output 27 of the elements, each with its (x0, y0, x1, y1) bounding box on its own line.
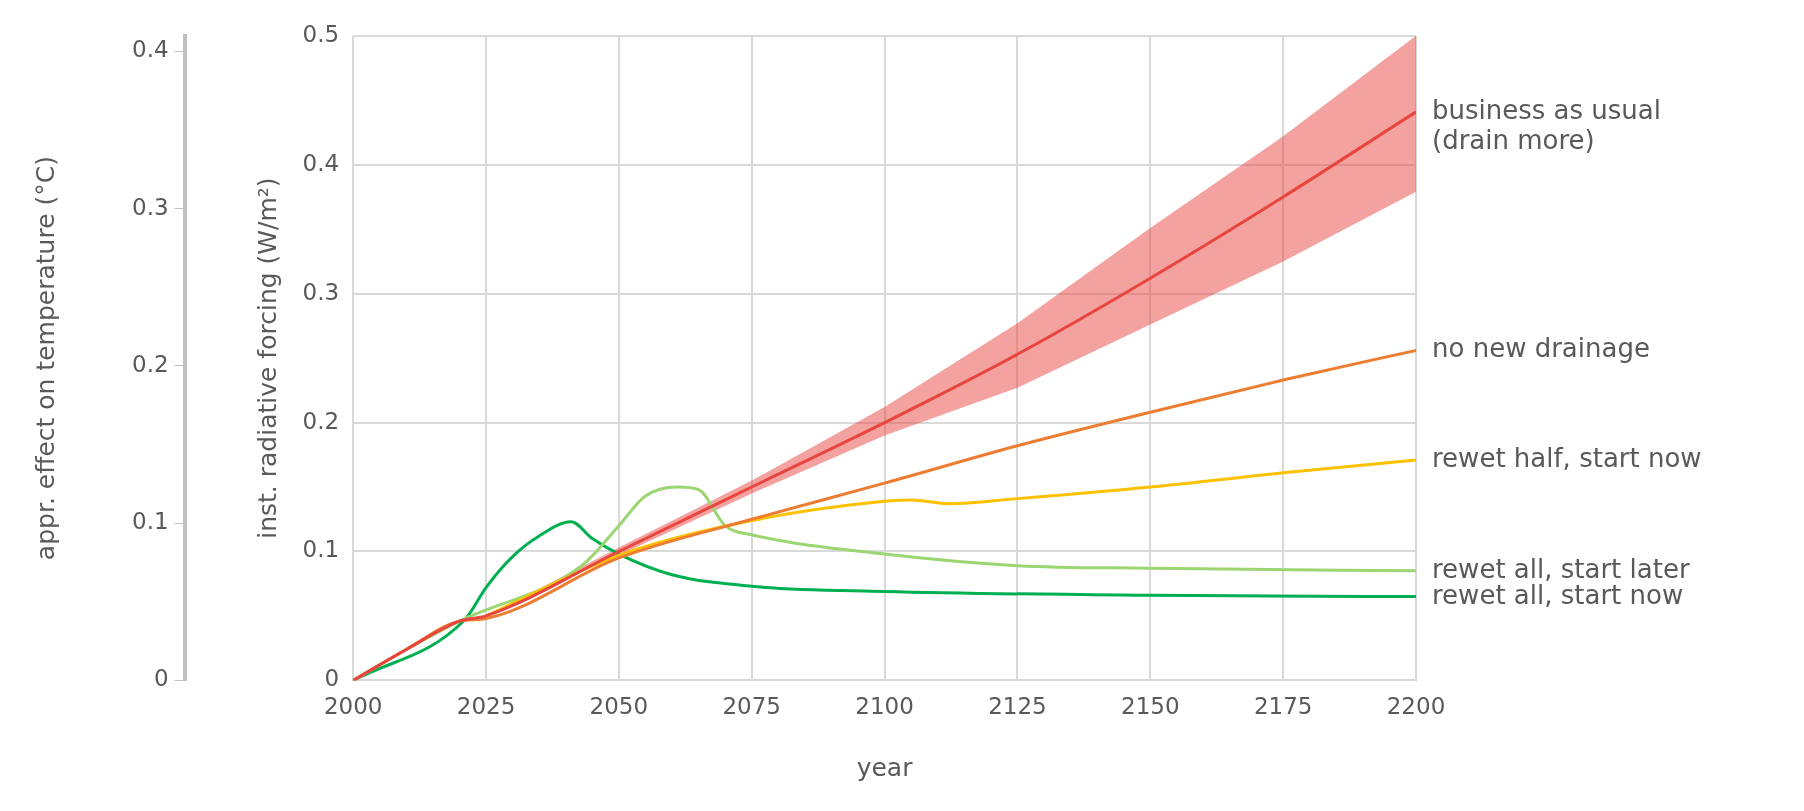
series-label: business as usual (drain more) (1432, 94, 1661, 155)
y-tick-label: 0.3 (302, 278, 340, 305)
x-tick-label: 2100 (855, 693, 914, 720)
y2-axis-title: appr. effect on temperature (°C) (30, 156, 60, 561)
y2-tick-label: 0.3 (132, 193, 169, 220)
y-tick-label: 0.5 (302, 20, 340, 47)
y-tick-label: 0.1 (302, 536, 340, 563)
y2-tick-label: 0.1 (132, 508, 169, 535)
y2-tick-label: 0 (153, 665, 169, 692)
x-axis-title: year (856, 752, 914, 782)
y2-tick-label: 0.2 (132, 350, 169, 377)
y2-tick-label: 0.4 (132, 36, 169, 63)
x-tick-label: 2050 (589, 693, 649, 720)
series-label: rewet all, start later (1432, 553, 1690, 584)
y-axis-title: inst. radiative forcing (W/m²) (253, 177, 283, 539)
series-label: no new drainage (1432, 333, 1650, 364)
y-tick-label: 0.4 (302, 149, 340, 176)
series-label: rewet half, start now (1432, 442, 1702, 473)
x-tick-label: 2150 (1121, 693, 1180, 720)
x-tick-label: 2025 (456, 693, 516, 720)
x-tick-label: 2200 (1386, 693, 1446, 720)
x-tick-label: 2175 (1253, 693, 1313, 720)
y-tick-label: 0.2 (302, 407, 340, 434)
x-tick-label: 2125 (988, 693, 1047, 720)
y-tick-label: 0 (324, 665, 340, 692)
x-tick-label: 2075 (722, 693, 781, 720)
x-tick-label: 2000 (323, 693, 383, 720)
